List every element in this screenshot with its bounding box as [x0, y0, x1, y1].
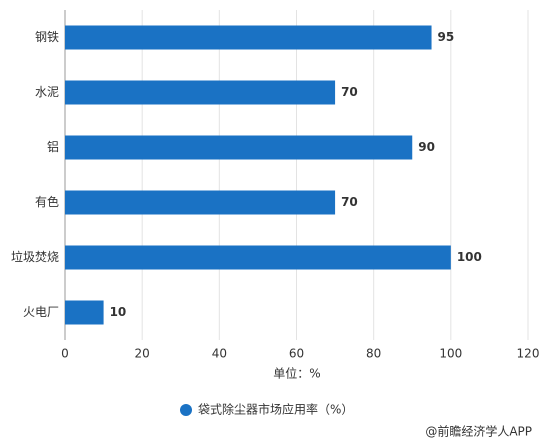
bar — [65, 300, 104, 325]
x-axis-label: 单位：% — [273, 366, 320, 381]
x-tick-label: 40 — [212, 347, 227, 361]
bar — [65, 190, 336, 215]
y-tick-label: 火电厂 — [23, 305, 59, 319]
bar — [65, 25, 432, 50]
y-tick-label: 垃圾焚烧 — [11, 249, 59, 264]
x-tick-label: 0 — [61, 347, 69, 361]
bar — [65, 80, 336, 105]
footer: @前瞻经济学人APP — [425, 424, 532, 439]
x-tick-label: 80 — [366, 347, 381, 361]
y-tick-label: 铝 — [47, 139, 59, 154]
value-label: 100 — [457, 250, 482, 264]
x-tick-label: 100 — [439, 347, 462, 361]
bar — [65, 245, 451, 270]
y-tick-label: 有色 — [35, 195, 59, 209]
y-tick-label: 水泥 — [35, 85, 59, 99]
x-tick-label: 120 — [517, 347, 539, 361]
value-label: 90 — [418, 140, 435, 154]
y-tick-label: 钢铁 — [35, 30, 59, 44]
legend-label: 袋式除尘器市场应用率（%） — [198, 402, 353, 417]
value-label: 10 — [110, 305, 127, 319]
value-label: 95 — [438, 30, 455, 44]
x-tick-label: 60 — [289, 347, 304, 361]
x-tick-label: 20 — [135, 347, 150, 361]
legend-marker — [180, 404, 192, 416]
bar — [65, 135, 413, 160]
value-label: 70 — [341, 85, 358, 99]
value-label: 70 — [341, 195, 358, 209]
